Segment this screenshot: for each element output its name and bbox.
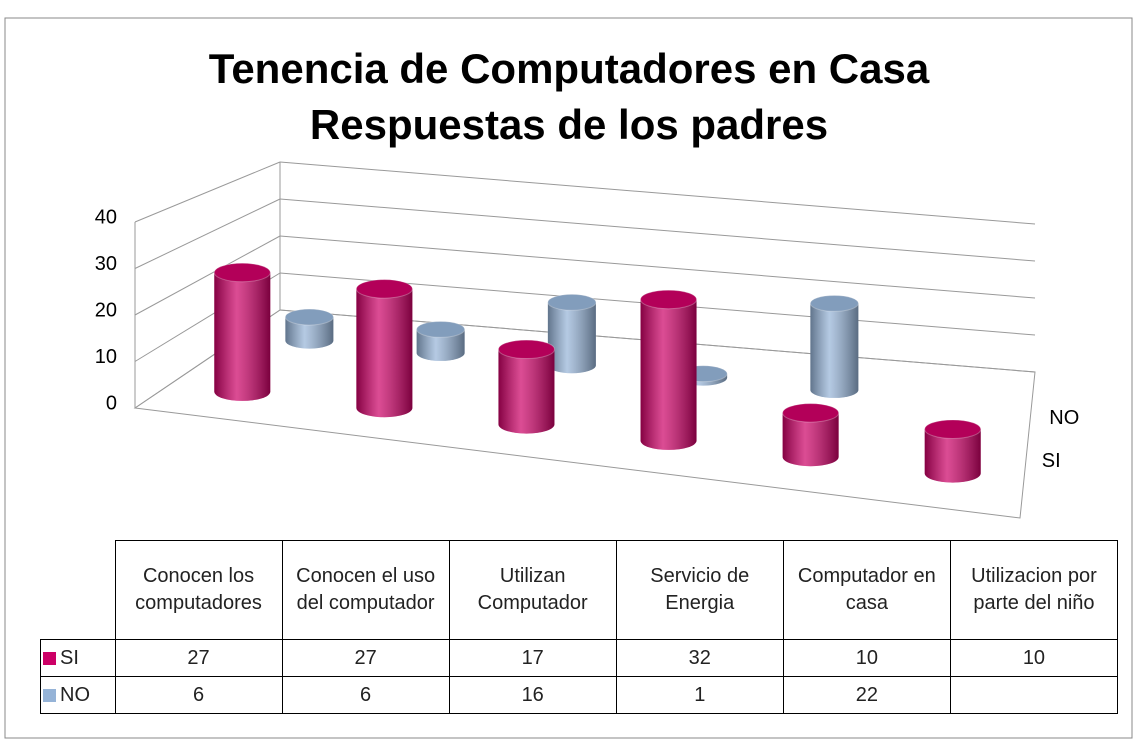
legend-label: NO <box>60 683 90 706</box>
category-label: Servicio de Energia <box>615 540 784 640</box>
cylinder-shade <box>498 349 555 434</box>
value-cell: 1 <box>615 676 784 714</box>
legend-label: SI <box>60 646 79 669</box>
cylinder-shade <box>356 288 413 418</box>
cylinder-top <box>416 320 466 338</box>
legend-key <box>43 688 56 702</box>
cylinder-top-shade <box>356 279 413 299</box>
value-cell: 17 <box>448 639 617 677</box>
category-label: Conocen el uso del computador <box>281 540 450 640</box>
value-cell: 6 <box>114 676 283 714</box>
cylinder-top-shade <box>214 263 271 282</box>
grid-line <box>134 198 281 269</box>
cylinder-shade <box>924 429 981 483</box>
cylinder-top-shade <box>924 419 981 439</box>
value-cell: 22 <box>782 676 951 714</box>
y-tick-label: 40 <box>95 206 117 228</box>
cylinder-top-shade <box>782 403 839 423</box>
cylinder-shade <box>285 317 334 349</box>
value-row: NO 6 6 16 1 22 <box>40 676 1119 714</box>
cylinder-top <box>782 403 840 423</box>
cylinder-shade <box>416 329 465 361</box>
cylinder-top <box>547 293 597 311</box>
grid-line <box>279 198 1036 262</box>
value-row: SI 27 27 17 32 10 10 <box>40 639 1119 677</box>
cylinder-top-shade <box>498 340 555 359</box>
legend-cell: NO <box>40 676 116 714</box>
depth-label: NO <box>1049 407 1079 429</box>
cylinder-top-shade <box>285 309 334 325</box>
legend-cell: SI <box>40 639 116 677</box>
cylinder-top-shade <box>640 290 697 309</box>
cylinder-top <box>355 279 413 299</box>
header-row: Conocen los computadores Conocen el uso d… <box>41 540 1119 640</box>
grid-line <box>134 161 281 223</box>
cylinder-shade <box>782 412 839 467</box>
cylinder-top <box>284 308 334 326</box>
y-tick-label: 30 <box>95 253 117 275</box>
y-tick-label: 20 <box>95 299 117 321</box>
grid-line <box>279 235 1036 299</box>
category-label: Computador en casa <box>782 540 951 640</box>
chart-subtitle: Respuestas de los padres <box>310 101 828 148</box>
cylinder-top <box>213 262 271 283</box>
y-tick-label: 10 <box>95 346 117 368</box>
cylinder-top-shade <box>810 295 859 312</box>
grid-line <box>279 161 1036 225</box>
cylinder-shade <box>547 302 596 374</box>
cylinder-top-shade <box>547 294 596 311</box>
cylinder-top <box>640 289 698 310</box>
grid-line <box>134 235 281 316</box>
cylinder-shade <box>810 303 859 398</box>
category-label: Utilizan Computador <box>448 540 617 640</box>
cylinder-top <box>809 294 859 312</box>
value-cell: 6 <box>281 676 450 714</box>
corner-cell <box>41 541 116 640</box>
y-tick-label: 0 <box>106 392 117 414</box>
cylinder-shade <box>640 299 697 450</box>
category-label: Utilizacion por parte del niño <box>949 540 1119 640</box>
cylinder-top <box>497 339 555 360</box>
data-table: Conocen los computadores Conocen el uso d… <box>40 540 1119 714</box>
value-cell: 27 <box>281 639 450 677</box>
cylinder-top <box>924 419 982 439</box>
depth-label: SI <box>1042 450 1061 472</box>
value-cell: 27 <box>114 639 283 677</box>
category-label: Conocen los computadores <box>114 540 283 640</box>
value-cell: 32 <box>615 639 784 677</box>
legend-key <box>43 651 56 665</box>
value-cell: 10 <box>949 639 1119 677</box>
value-cell: 10 <box>782 639 951 677</box>
value-cell: 16 <box>448 676 617 714</box>
chart-title: Tenencia de Computadores en Casa <box>209 45 930 92</box>
chart-frame <box>4 17 1133 739</box>
value-cell <box>949 676 1119 714</box>
cylinder-shade <box>214 272 271 401</box>
cylinder-top-shade <box>416 321 465 338</box>
